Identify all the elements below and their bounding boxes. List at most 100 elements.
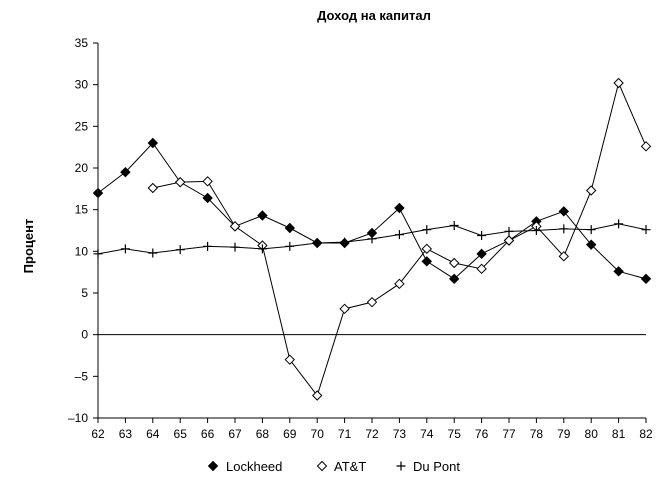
data-point-du-pont [175,245,185,255]
legend-label-at-t: AT&T [334,459,366,474]
series-layer [92,77,652,401]
x-tick-label: 68 [256,427,270,441]
data-point-du-pont [203,241,213,251]
data-point-du-pont [120,244,130,254]
y-tick-label: 20 [75,161,89,175]
data-point-lockheed [394,202,405,214]
data-point-lockheed [476,248,487,260]
x-tick-label: 74 [420,427,434,441]
x-tick-label: 66 [201,427,215,441]
x-tick-label: 65 [174,427,188,441]
x-tick-label: 71 [338,427,352,441]
legend-marker-at-t [316,460,328,472]
axes: –10 –5 0 5 10 15 20 25 30 35 62 63 64 65 66 67 68 69 70 71 7… [68,36,653,441]
series-du-pont [93,219,651,259]
data-point-at-t [613,77,624,89]
chart-title: Доход на капитал [317,8,431,23]
data-point-du-pont [230,242,240,252]
x-tick-label: 78 [530,427,544,441]
legend-item-du-pont: Du Pont [396,459,460,474]
y-tick-label: 10 [75,244,89,258]
legend-label-lockheed: Lockheed [226,459,282,474]
data-point-at-t [421,243,433,255]
data-point-du-pont [641,225,651,235]
data-point-lockheed [202,192,213,204]
data-point-at-t [394,278,405,290]
y-tick-label: 0 [81,328,88,342]
y-tick-label: 15 [75,203,89,217]
x-tick-label: 76 [475,427,489,441]
data-point-lockheed [257,210,268,221]
data-point-at-t [448,257,460,269]
data-point-lockheed [585,239,597,250]
y-axis-label: Процент [21,219,36,274]
y-tick-label: 35 [75,36,89,50]
data-point-at-t [174,176,186,188]
data-point-at-t [284,354,296,365]
x-tick-label: 72 [365,427,379,441]
x-tick-label: 81 [612,427,626,441]
x-tick-label: 63 [119,427,133,441]
data-point-at-t [147,182,159,194]
x-tick-label: 67 [228,427,242,441]
data-point-du-pont [394,230,404,240]
data-point-at-t [476,263,487,275]
data-point-at-t [311,390,323,401]
x-tick-label: 70 [311,427,325,441]
series-at-t [147,77,652,401]
x-tick-label: 82 [639,427,653,441]
data-point-at-t [585,185,597,196]
data-point-at-t [366,296,378,308]
legend-marker-lockheed [207,460,219,472]
legend-marker-du-pont [396,461,406,471]
series-line-at-t [152,81,647,397]
data-point-lockheed [120,166,131,178]
y-tick-label: –5 [75,369,89,383]
data-point-lockheed [613,266,624,277]
data-point-du-pont [340,237,350,247]
data-point-lockheed [92,187,104,199]
legend: Lockheed AT&T Du Pont [207,459,460,474]
legend-label-du-pont: Du Pont [413,459,460,474]
data-point-du-pont [93,249,103,259]
data-point-lockheed [448,273,460,285]
data-point-du-pont [148,248,158,258]
data-point-du-pont [559,224,569,234]
data-point-du-pont [312,238,322,248]
data-point-du-pont [449,221,459,230]
data-point-lockheed [147,137,159,149]
x-tick-label: 62 [91,427,105,441]
x-tick-label: 69 [283,427,297,441]
x-tick-label: 64 [146,427,160,441]
data-point-du-pont [531,226,541,235]
y-tick-label: 5 [81,286,88,300]
x-tick-label: 73 [393,427,407,441]
data-point-lockheed [558,206,570,217]
data-point-at-t [202,176,213,187]
x-tick-label: 75 [448,427,462,441]
x-tick-label: 79 [557,427,571,441]
data-point-lockheed [284,222,296,234]
data-point-lockheed [421,256,433,267]
data-point-at-t [229,221,241,232]
legend-item-at-t: AT&T [316,459,366,474]
data-point-du-pont [614,219,624,229]
data-point-at-t [339,303,350,315]
data-point-at-t [558,251,570,262]
data-point-du-pont [422,225,432,235]
data-point-du-pont [367,234,377,244]
data-point-du-pont [586,225,596,235]
data-point-du-pont [504,226,514,236]
data-point-at-t [640,141,652,152]
data-point-du-pont [257,244,267,254]
data-point-at-t [503,235,515,246]
x-tick-label: 80 [585,427,599,441]
series-lockheed [92,137,652,285]
legend-item-lockheed: Lockheed [207,459,282,474]
data-point-du-pont [285,241,295,251]
data-point-du-pont [477,231,487,240]
y-tick-label: 30 [75,78,89,92]
x-tick-label: 77 [502,427,516,441]
